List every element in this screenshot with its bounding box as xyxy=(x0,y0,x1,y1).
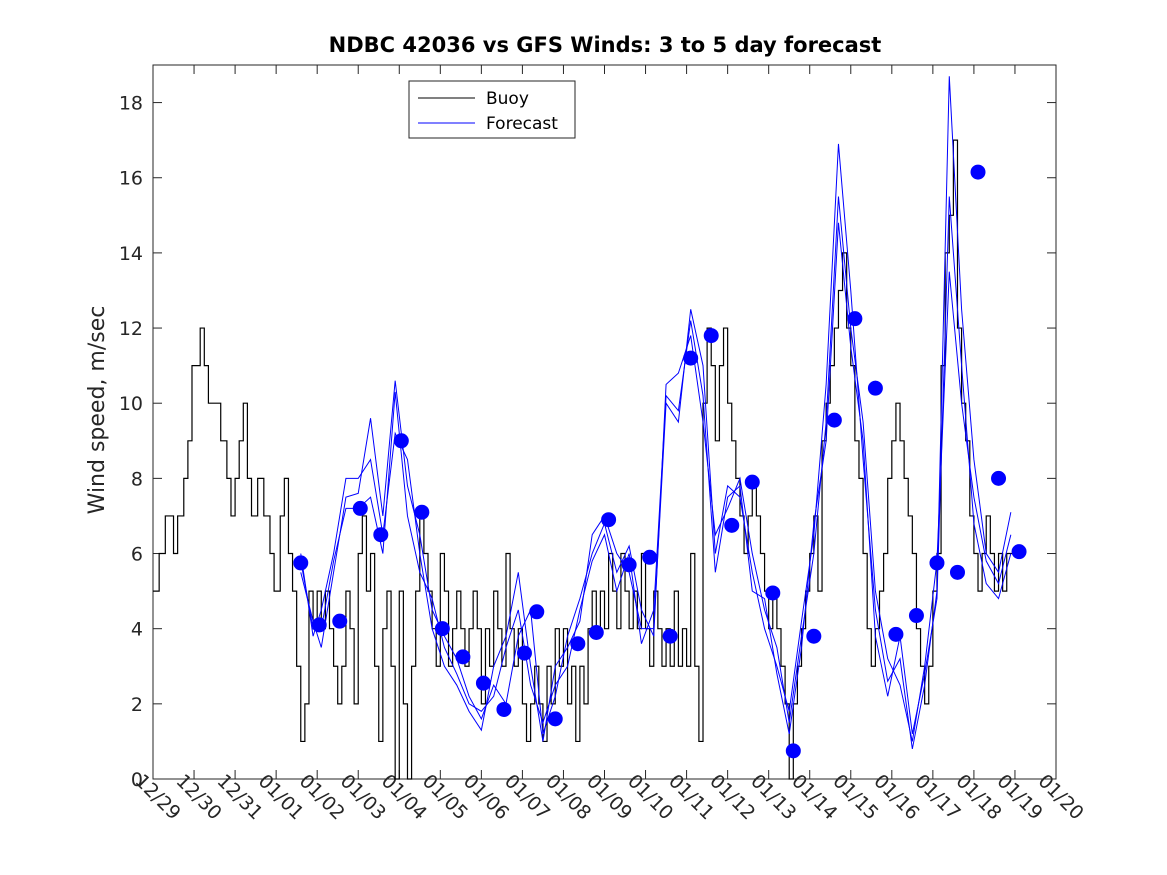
y-axis: 0 2 4 6 8 10 12 14 16 18 xyxy=(119,93,1056,791)
forecast-point xyxy=(293,555,309,571)
forecast-point xyxy=(806,628,822,644)
forecast-point xyxy=(1011,544,1027,560)
forecast-point xyxy=(393,433,409,449)
y-axis-label: Wind speed, m/sec xyxy=(85,306,110,515)
forecast-point xyxy=(588,624,604,640)
forecast-point xyxy=(929,555,945,571)
plot-area xyxy=(152,64,1057,780)
chart-title: NDBC 42036 vs GFS Winds: 3 to 5 day fore… xyxy=(329,33,882,57)
y-tick-label: 0 xyxy=(131,769,143,791)
forecast-point xyxy=(847,311,863,327)
forecast-point xyxy=(765,585,781,601)
forecast-point xyxy=(601,512,617,528)
forecast-point xyxy=(703,328,719,344)
forecast-point xyxy=(970,164,986,180)
y-tick-label: 10 xyxy=(119,393,143,415)
forecast-point xyxy=(908,608,924,624)
forecast-point xyxy=(373,527,389,543)
forecast-series xyxy=(300,76,1012,750)
forecast-point xyxy=(311,617,327,633)
legend-buoy-label: Buoy xyxy=(486,89,529,109)
y-tick-label: 8 xyxy=(131,468,143,490)
forecast-point xyxy=(867,380,883,396)
forecast-point xyxy=(352,500,368,516)
forecast-line-3 xyxy=(300,196,1012,735)
forecast-line-2 xyxy=(300,76,1012,750)
forecast-point xyxy=(642,549,658,565)
forecast-point xyxy=(332,613,348,629)
forecast-point xyxy=(516,645,532,661)
y-tick-label: 2 xyxy=(131,694,143,716)
forecast-point xyxy=(414,504,430,520)
forecast-point xyxy=(826,412,842,428)
forecast-point xyxy=(888,626,904,642)
forecast-markers xyxy=(293,164,1027,759)
forecast-point xyxy=(991,470,1007,486)
forecast-point xyxy=(434,621,450,637)
forecast-point xyxy=(683,350,699,366)
forecast-point xyxy=(724,517,740,533)
legend: Buoy Forecast xyxy=(408,80,576,139)
forecast-point xyxy=(662,628,678,644)
forecast-point xyxy=(785,743,801,759)
legend-box xyxy=(408,80,576,139)
forecast-point xyxy=(949,564,965,580)
y-tick-label: 12 xyxy=(119,318,143,340)
forecast-point xyxy=(455,649,471,665)
forecast-point xyxy=(529,604,545,620)
y-tick-label: 18 xyxy=(119,93,143,115)
forecast-point xyxy=(547,711,563,727)
y-tick-label: 14 xyxy=(119,243,143,265)
y-tick-label: 4 xyxy=(131,619,143,641)
forecast-point xyxy=(496,701,512,717)
y-tick-label: 6 xyxy=(131,544,143,566)
y-tick-label: 16 xyxy=(119,168,143,190)
legend-forecast-label: Forecast xyxy=(486,114,558,134)
forecast-point xyxy=(621,557,637,573)
forecast-point xyxy=(475,675,491,691)
forecast-point xyxy=(570,636,586,652)
forecast-point xyxy=(744,474,760,490)
axes-box xyxy=(152,64,1057,780)
